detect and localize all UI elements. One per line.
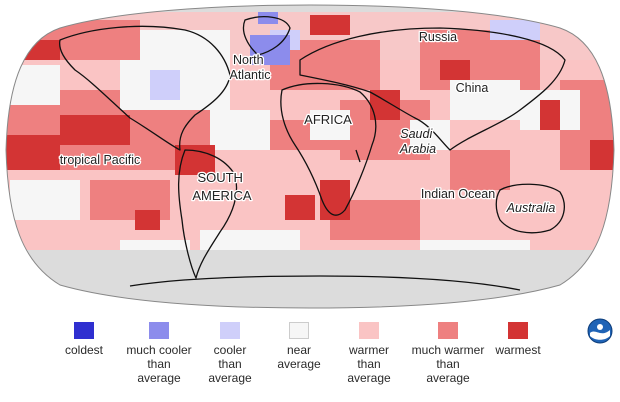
legend: coldest much cooler than average cooler …: [60, 322, 560, 392]
anomaly-field: [6, 5, 614, 308]
legend-swatch: [74, 322, 94, 339]
legend-item-near-average: near average: [255, 322, 343, 371]
legend-item-coldest: coldest: [40, 322, 128, 357]
legend-label: much warmer than average: [411, 343, 485, 385]
legend-item-cooler: cooler than average: [186, 322, 274, 385]
legend-label: warmest: [495, 343, 541, 357]
legend-label: cooler than average: [208, 343, 252, 385]
legend-item-much-cooler: much cooler than average: [115, 322, 203, 385]
legend-label: much cooler than average: [126, 343, 192, 385]
label-south-america: SOUTH AMERICA: [192, 170, 252, 203]
label-north-atlantic: North Atlantic: [230, 53, 271, 82]
legend-item-warmer: warmer than average: [325, 322, 413, 385]
legend-item-warmest: warmest: [474, 322, 562, 357]
world-temperature-map: North Atlantic Russia China AFRICA Saudi…: [5, 4, 615, 309]
label-australia: Australia: [506, 201, 556, 215]
legend-label: warmer than average: [347, 343, 391, 385]
label-saudi-arabia: Saudi Arabia: [399, 127, 436, 156]
legend-swatch: [508, 322, 528, 339]
label-russia: Russia: [419, 30, 457, 44]
label-china: China: [456, 81, 489, 95]
legend-label: coldest: [64, 343, 104, 357]
legend-swatch: [220, 322, 240, 339]
label-tropical-pacific: tropical Pacific: [60, 153, 141, 167]
coastlines: [59, 16, 566, 291]
legend-item-much-warmer: much warmer than average: [404, 322, 492, 385]
legend-label: near average: [277, 343, 321, 371]
label-indian-ocean: Indian Ocean: [421, 187, 495, 201]
legend-swatch: [289, 322, 309, 339]
noaa-logo-icon: [587, 318, 613, 344]
legend-swatch: [359, 322, 379, 339]
legend-swatch: [149, 322, 169, 339]
label-africa: AFRICA: [304, 112, 352, 127]
legend-swatch: [438, 322, 458, 339]
